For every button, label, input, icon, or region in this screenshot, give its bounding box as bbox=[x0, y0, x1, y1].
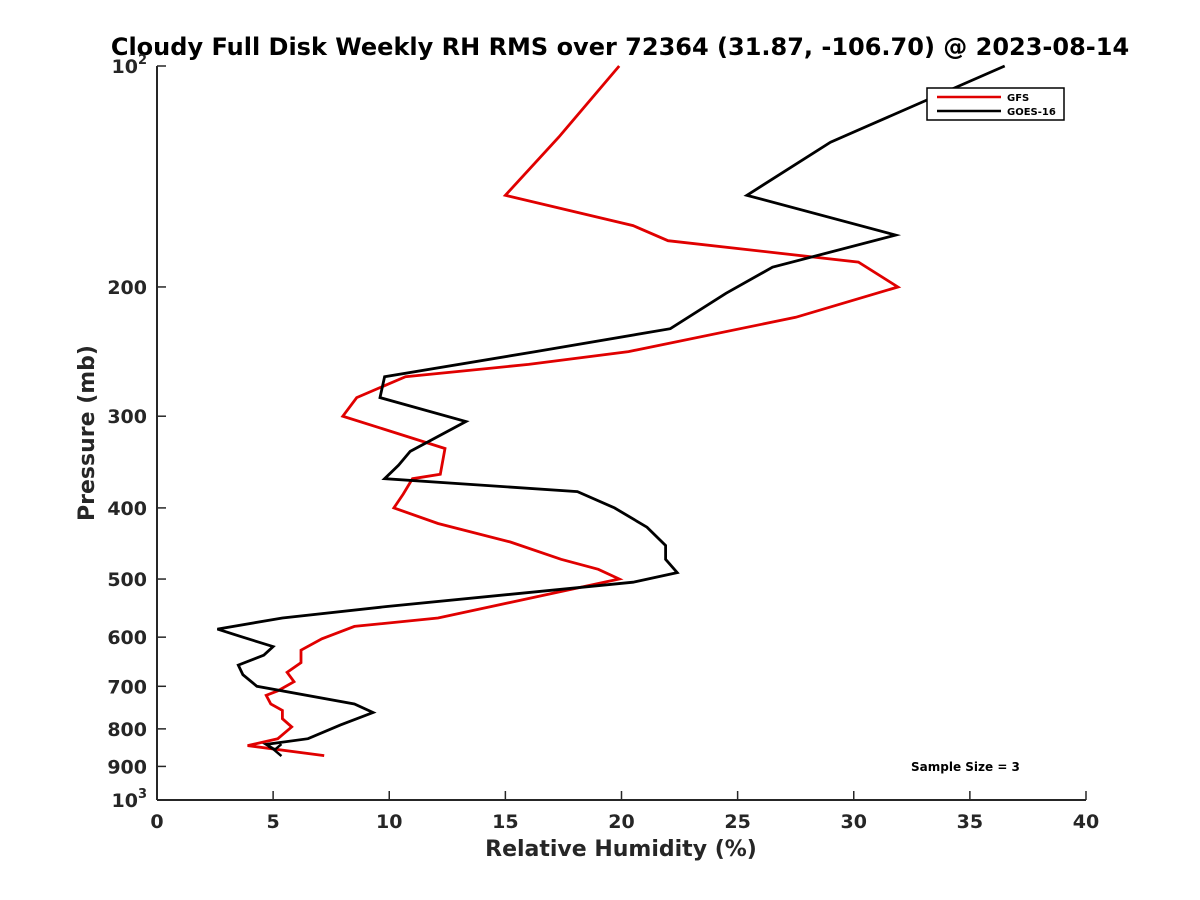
legend-label-gfs: GFS bbox=[1007, 93, 1029, 104]
y-tick-label: 102 bbox=[112, 53, 148, 78]
x-tick-label: 0 bbox=[150, 811, 163, 833]
series-line-goes-16 bbox=[216, 64, 1006, 752]
x-tick-label: 20 bbox=[608, 811, 634, 833]
x-tick-label: 5 bbox=[267, 811, 280, 833]
legend-label-goes16: GOES-16 bbox=[1007, 107, 1056, 118]
series-lines bbox=[216, 64, 1006, 758]
x-tick-label: 10 bbox=[376, 811, 402, 833]
x-tick-label: 15 bbox=[492, 811, 518, 833]
y-tick-label: 800 bbox=[107, 719, 147, 741]
x-tick-label: 35 bbox=[957, 811, 983, 833]
y-axis-label: Pressure (mb) bbox=[75, 345, 100, 521]
x-axis-label: Relative Humidity (%) bbox=[485, 837, 757, 862]
y-axis-ticks: 102 200 300 400 500 600 700 800 900 103 bbox=[107, 53, 166, 812]
chart-legend: GFS GOES-16 bbox=[926, 87, 1065, 121]
y-tick-label: 400 bbox=[107, 498, 147, 520]
x-tick-label: 25 bbox=[724, 811, 750, 833]
series-line-gfs bbox=[247, 65, 902, 757]
chart-title: Cloudy Full Disk Weekly RH RMS over 7236… bbox=[111, 33, 1129, 61]
y-tick-label: 900 bbox=[107, 756, 147, 778]
y-tick-label: 500 bbox=[107, 569, 147, 591]
y-tick-label: 103 bbox=[112, 787, 148, 812]
y-tick-label: 200 bbox=[107, 277, 147, 299]
legend-box bbox=[926, 87, 1065, 121]
y-tick-label: 600 bbox=[107, 627, 147, 649]
y-tick-label: 700 bbox=[107, 676, 147, 698]
x-tick-label: 40 bbox=[1073, 811, 1099, 833]
goes16-profile-end-mark bbox=[272, 743, 283, 758]
x-axis-ticks: 0 5 10 15 20 25 30 35 40 bbox=[150, 791, 1099, 833]
x-tick-label: 30 bbox=[841, 811, 867, 833]
y-tick-label: 300 bbox=[107, 406, 147, 428]
sample-size-annotation: Sample Size = 3 bbox=[911, 760, 1020, 774]
